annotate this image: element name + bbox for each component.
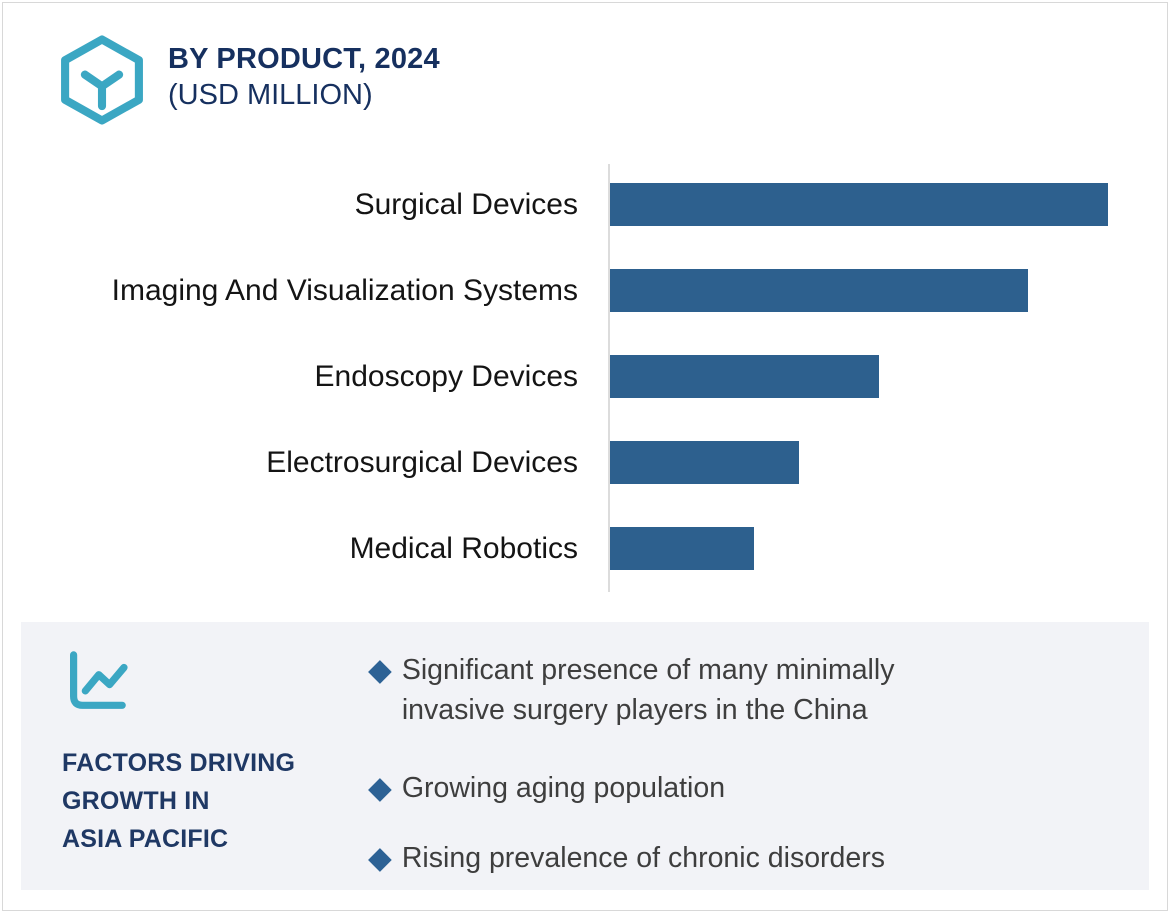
diamond-bullet-icon: ◆	[368, 840, 392, 875]
bar	[610, 183, 1108, 226]
hexagon-y-logo-icon	[57, 35, 147, 125]
bar	[610, 527, 754, 570]
category-label: Medical Robotics	[349, 532, 578, 565]
chart-row: Electrosurgical Devices	[0, 441, 1170, 484]
chart-row: Surgical Devices	[0, 183, 1170, 226]
diamond-bullet-icon: ◆	[368, 652, 392, 687]
chart-row: Medical Robotics	[0, 527, 1170, 570]
factors-panel: FACTORS DRIVING GROWTH IN ASIA PACIFIC ◆…	[21, 622, 1149, 890]
bar	[610, 355, 879, 398]
chart-title-line2: (USD MILLION)	[168, 79, 373, 111]
bullet-text: Growing aging population	[401, 772, 726, 804]
bar	[610, 269, 1028, 312]
chart-row: Endoscopy Devices	[0, 355, 1170, 398]
y-axis-line	[608, 164, 610, 592]
chart-title-line1: BY PRODUCT, 2024	[168, 43, 440, 75]
bullet-text: Rising prevalence of chronic disorders	[401, 842, 885, 874]
header: BY PRODUCT, 2024 (USD MILLION)	[0, 0, 1170, 150]
diamond-bullet-icon: ◆	[368, 770, 392, 805]
factors-bullet-list: ◆ Significant presence of many minimally…	[368, 650, 1068, 878]
factors-heading: FACTORS DRIVING GROWTH IN ASIA PACIFIC	[62, 749, 296, 853]
line-chart-icon	[61, 646, 133, 716]
bullet-item: ◆ Rising prevalence of chronic disorders	[368, 838, 1068, 878]
chart-row: Imaging And Visualization Systems	[0, 269, 1170, 312]
bar-chart: Surgical Devices Imaging And Visualizati…	[0, 160, 1170, 592]
category-label: Electrosurgical Devices	[266, 446, 578, 479]
bullet-text: Significant presence of many minimally i…	[401, 654, 895, 726]
chart-title: BY PRODUCT, 2024 (USD MILLION)	[168, 41, 440, 113]
category-label: Endoscopy Devices	[314, 360, 578, 393]
category-label: Imaging And Visualization Systems	[111, 274, 578, 307]
category-label: Surgical Devices	[354, 188, 578, 221]
bullet-item: ◆ Growing aging population	[368, 768, 1068, 808]
bar	[610, 441, 799, 484]
bullet-item: ◆ Significant presence of many minimally…	[368, 650, 1068, 730]
